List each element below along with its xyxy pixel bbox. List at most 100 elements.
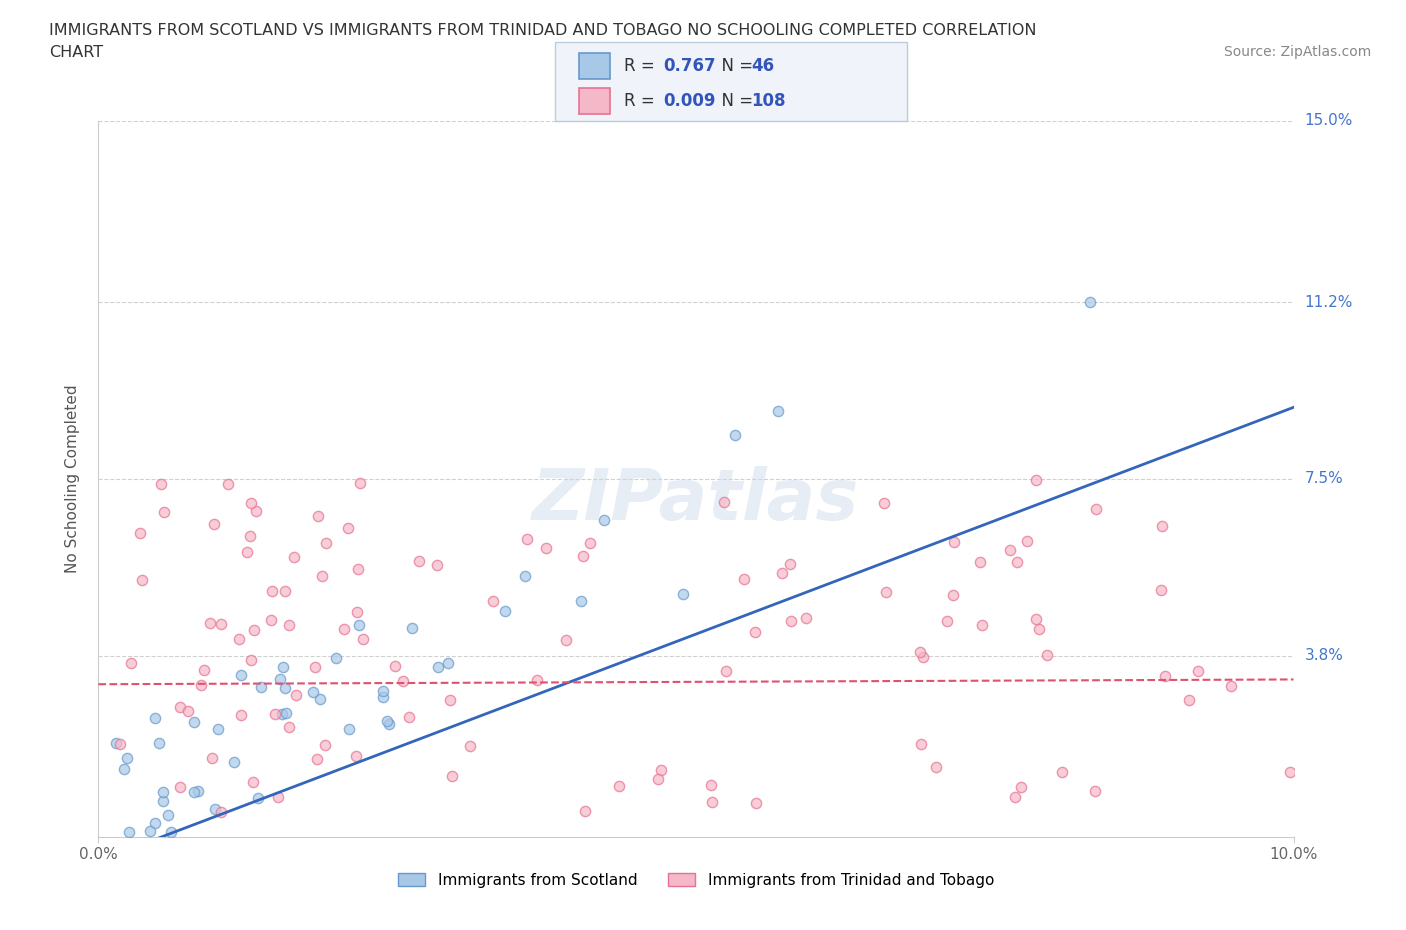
Text: 0.009: 0.009 [664,92,716,110]
Point [160,825,183,840]
Point [183,784,205,799]
Point [574,804,596,818]
Point [267,790,290,804]
Point [1035,647,1057,662]
Point [1005,555,1028,570]
Point [337,520,360,535]
Point [513,569,536,584]
Point [278,618,301,632]
Point [278,720,301,735]
Point [250,679,273,694]
Point [307,751,329,766]
Point [344,749,367,764]
Point [1025,611,1047,626]
Point [398,710,420,724]
Point [169,779,191,794]
Point [105,736,128,751]
Point [1219,679,1241,694]
Point [311,569,333,584]
Point [875,585,897,600]
Point [177,703,200,718]
Point [217,477,239,492]
Point [260,583,283,598]
Point [239,528,262,543]
Text: CHART: CHART [49,45,103,60]
Point [384,658,406,673]
Point [201,751,224,765]
Point [231,708,253,723]
Point [1154,668,1177,683]
Text: R =: R = [624,57,661,75]
Point [766,404,789,418]
Point [1150,582,1173,597]
Point [371,684,394,698]
Point [242,775,264,790]
Point [260,612,283,627]
Point [572,549,595,564]
Point [304,659,326,674]
Point [716,663,738,678]
Text: 0.767: 0.767 [664,57,716,75]
Point [314,737,336,752]
Text: 7.5%: 7.5% [1305,472,1343,486]
Point [1084,501,1107,516]
Point [534,541,557,556]
Point [273,583,295,598]
Point [120,655,142,670]
Point [271,659,294,674]
Point [745,796,768,811]
Point [873,496,896,511]
Text: R =: R = [624,92,661,110]
Point [231,668,253,683]
Point [211,804,233,819]
Text: N =: N = [711,57,759,75]
Point [1010,779,1032,794]
Point [347,618,370,632]
Point [346,604,368,619]
Point [139,824,162,839]
Point [169,700,191,715]
Point [925,760,948,775]
Point [143,711,166,725]
Text: 11.2%: 11.2% [1305,295,1353,310]
Point [202,516,225,531]
Point [910,737,932,751]
Point [700,795,723,810]
Point [187,784,209,799]
Text: 15.0%: 15.0% [1305,113,1353,128]
Point [228,631,250,646]
Point [207,722,229,737]
Point [200,616,222,631]
Point [204,802,226,817]
Point [375,713,398,728]
Point [1278,765,1301,780]
Point [285,687,308,702]
Text: Source: ZipAtlas.com: Source: ZipAtlas.com [1223,45,1371,59]
Point [337,722,360,737]
Point [156,808,179,823]
Point [593,512,616,527]
Point [377,717,399,732]
Point [482,593,505,608]
Point [240,653,263,668]
Point [143,816,166,830]
Point [349,475,371,490]
Point [1028,621,1050,636]
Point [427,659,450,674]
Point [128,525,150,540]
Point [315,536,337,551]
Point [943,535,966,550]
Point [569,594,592,609]
Y-axis label: No Schooling Completed: No Schooling Completed [65,385,80,573]
Point [1000,542,1022,557]
Point [115,751,138,765]
Point [153,504,176,519]
Point [302,684,325,699]
Point [193,662,215,677]
Point [439,693,461,708]
Point [494,604,516,618]
Point [271,707,294,722]
Point [516,531,538,546]
Point [1080,295,1102,310]
Point [609,778,631,793]
